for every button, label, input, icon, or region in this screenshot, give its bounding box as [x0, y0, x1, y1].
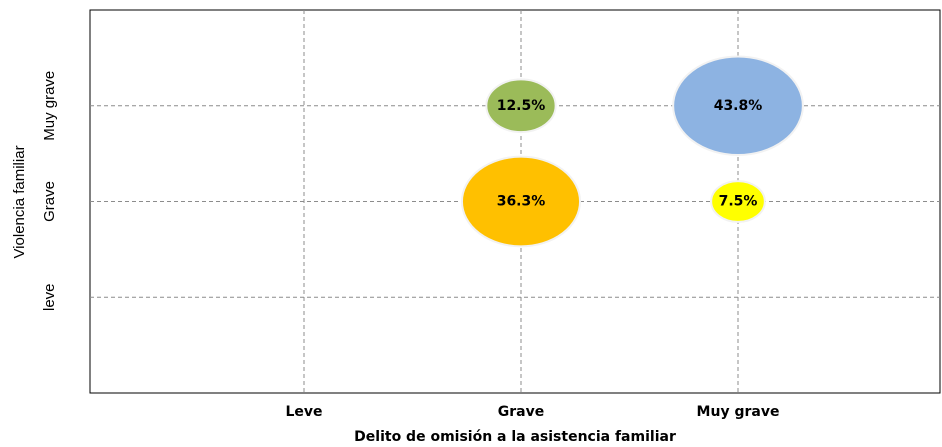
bubble: [710, 180, 766, 223]
y-axis-title: Violencia familiar: [11, 145, 28, 258]
y-tick-label: Grave: [41, 181, 58, 222]
y-tick-label: Muy grave: [41, 71, 58, 141]
data-label: 12.5%: [497, 98, 546, 114]
x-tick-label: Grave: [498, 404, 544, 420]
data-label: 7.5%: [719, 194, 758, 210]
data-label: 36.3%: [497, 194, 546, 210]
bubble: [485, 78, 557, 134]
x-tick-label: Leve: [285, 404, 322, 420]
y-tick-label: leve: [41, 283, 58, 311]
x-axis-title: Delito de omisión a la asistencia famili…: [354, 429, 676, 445]
bubble: [672, 55, 804, 157]
x-tick-label: Muy grave: [697, 404, 780, 420]
bubble: [460, 155, 582, 248]
data-label: 43.8%: [714, 98, 763, 114]
